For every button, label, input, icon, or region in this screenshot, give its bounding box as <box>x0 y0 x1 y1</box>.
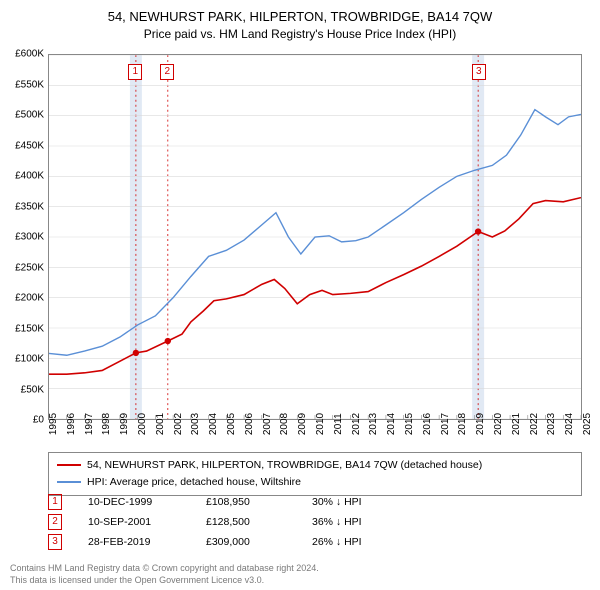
legend-swatch-hpi <box>57 481 81 483</box>
page-title: 54, NEWHURST PARK, HILPERTON, TROWBRIDGE… <box>0 8 600 26</box>
sale-event-row: 1 10-DEC-1999 £108,950 30% ↓ HPI <box>48 494 362 510</box>
legend-item: HPI: Average price, detached house, Wilt… <box>57 474 573 491</box>
y-axis-tick: £50K <box>21 384 44 395</box>
y-axis-tick: £350K <box>15 201 44 212</box>
legend-swatch-price <box>57 464 81 466</box>
sale-event-row: 3 28-FEB-2019 £309,000 26% ↓ HPI <box>48 534 362 550</box>
legend: 54, NEWHURST PARK, HILPERTON, TROWBRIDGE… <box>48 452 582 496</box>
page-subtitle: Price paid vs. HM Land Registry's House … <box>0 26 600 43</box>
sale-events-table: 1 10-DEC-1999 £108,950 30% ↓ HPI 2 10-SEP-200… <box>48 494 362 554</box>
event-flag: 2 <box>160 64 174 80</box>
sale-event-row: 2 10-SEP-2001 £128,500 36% ↓ HPI <box>48 514 362 530</box>
x-axis-tick: 2010 <box>315 413 326 435</box>
x-axis-tick: 2018 <box>457 413 468 435</box>
footer-line: Contains HM Land Registry data © Crown c… <box>10 562 319 574</box>
x-axis-tick: 2014 <box>386 413 397 435</box>
x-axis-tick: 2020 <box>493 413 504 435</box>
x-axis-tick: 1999 <box>119 413 130 435</box>
x-axis-tick: 2001 <box>155 413 166 435</box>
x-axis-tick: 2011 <box>333 413 344 435</box>
price-chart <box>48 54 582 420</box>
attribution-footer: Contains HM Land Registry data © Crown c… <box>10 562 319 586</box>
x-axis-tick: 2015 <box>404 413 415 435</box>
event-delta: 36% ↓ HPI <box>312 516 362 528</box>
legend-item: 54, NEWHURST PARK, HILPERTON, TROWBRIDGE… <box>57 457 573 474</box>
y-axis-tick: £250K <box>15 262 44 273</box>
y-axis-tick: £0 <box>33 415 44 426</box>
event-price: £309,000 <box>206 536 286 548</box>
event-marker: 1 <box>48 494 62 510</box>
x-axis-tick: 2005 <box>226 413 237 435</box>
event-date: 10-SEP-2001 <box>88 516 180 528</box>
x-axis-tick: 2002 <box>173 413 184 435</box>
x-axis-tick: 2003 <box>190 413 201 435</box>
x-axis-tick: 2021 <box>511 413 522 435</box>
x-axis-tick: 1997 <box>84 413 95 435</box>
x-axis-tick: 2012 <box>351 413 362 435</box>
x-axis-tick: 2023 <box>546 413 557 435</box>
x-axis-tick: 1996 <box>66 413 77 435</box>
x-axis-tick: 2022 <box>529 413 540 435</box>
x-axis-tick: 2006 <box>244 413 255 435</box>
y-axis-tick: £450K <box>15 140 44 151</box>
footer-line: This data is licensed under the Open Gov… <box>10 574 319 586</box>
x-axis-tick: 2016 <box>422 413 433 435</box>
event-delta: 30% ↓ HPI <box>312 496 362 508</box>
x-axis-tick: 2004 <box>208 413 219 435</box>
x-axis-tick: 2013 <box>368 413 379 435</box>
event-marker: 2 <box>48 514 62 530</box>
x-axis-tick: 1998 <box>101 413 112 435</box>
x-axis-tick: 2019 <box>475 413 486 435</box>
y-axis-tick: £550K <box>15 79 44 90</box>
x-axis-tick: 2017 <box>440 413 451 435</box>
y-axis-tick: £600K <box>15 49 44 60</box>
event-date: 28-FEB-2019 <box>88 536 180 548</box>
x-axis-tick: 2007 <box>262 413 273 435</box>
event-date: 10-DEC-1999 <box>88 496 180 508</box>
x-axis-tick: 1995 <box>48 413 59 435</box>
event-marker: 3 <box>48 534 62 550</box>
y-axis-tick: £300K <box>15 232 44 243</box>
event-price: £128,500 <box>206 516 286 528</box>
y-axis-tick: £150K <box>15 323 44 334</box>
x-axis-tick: 2024 <box>564 413 575 435</box>
y-axis-tick: £100K <box>15 354 44 365</box>
y-axis-tick: £200K <box>15 293 44 304</box>
event-flag: 1 <box>128 64 142 80</box>
x-axis-tick: 2008 <box>279 413 290 435</box>
event-price: £108,950 <box>206 496 286 508</box>
legend-label: HPI: Average price, detached house, Wilt… <box>87 474 301 491</box>
x-axis-tick: 2025 <box>582 413 593 435</box>
y-axis-tick: £400K <box>15 171 44 182</box>
x-axis-tick: 2009 <box>297 413 308 435</box>
x-axis-tick: 2000 <box>137 413 148 435</box>
event-delta: 26% ↓ HPI <box>312 536 362 548</box>
event-flag: 3 <box>472 64 486 80</box>
legend-label: 54, NEWHURST PARK, HILPERTON, TROWBRIDGE… <box>87 457 482 474</box>
y-axis-tick: £500K <box>15 110 44 121</box>
